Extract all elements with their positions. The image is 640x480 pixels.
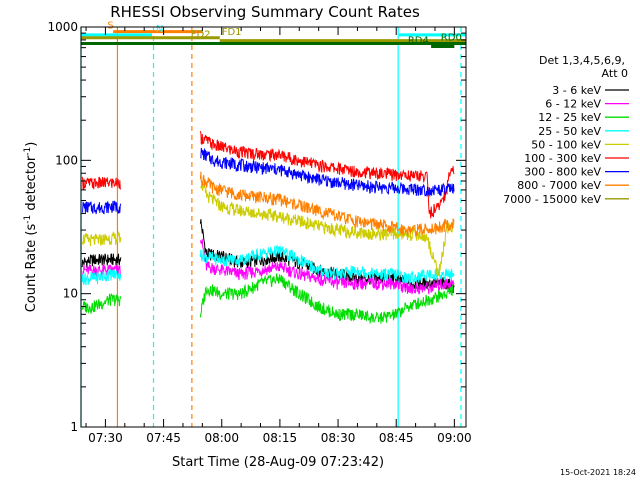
footer-timestamp: 15-Oct-2021 18:24 (560, 468, 636, 477)
x-axis-label: Start Time (28-Aug-09 07:23:42) (172, 455, 384, 470)
series-lines (81, 130, 455, 324)
legend-entry-label: 100 - 300 keV (524, 152, 601, 165)
y-axis-label-rest: detector (24, 155, 39, 215)
legend-header-line-2: Att 0 (602, 67, 628, 80)
x-axis: 07:30 07:45 08:00 08:15 08:30 08:45 09:00 (85, 27, 472, 445)
series-line-3 (199, 244, 455, 285)
series-line-0 (81, 253, 122, 269)
series-line-3 (81, 268, 122, 286)
y-axis-label: Count Rate (s-1 detector-1) (23, 142, 39, 313)
x-tick-label: 07:30 (88, 431, 123, 445)
y-axis: 1 10 100 1000 (47, 20, 466, 434)
y-axis-label-sup2: -1 (23, 147, 33, 156)
y-axis-label-main: Count Rate (s (24, 224, 39, 313)
y-tick-label: 10 (63, 287, 78, 301)
legend-entry-label: 800 - 7000 keV (517, 179, 601, 192)
flag-label-s: S (107, 21, 113, 32)
flag-label-n: N (156, 24, 163, 35)
flag-bars: S N FD1 FD2 RD0 RD4 (81, 21, 466, 48)
y-axis-label-end: ) (24, 142, 39, 147)
series-line-1 (81, 264, 122, 277)
y-axis-label-sup: -1 (23, 215, 33, 224)
flag-label-rd0: RD0 (441, 33, 462, 44)
legend-header-line-1: Det 1,3,4,5,6,9, (539, 54, 625, 67)
x-tick-label: 09:00 (437, 431, 472, 445)
series-line-6 (81, 200, 122, 215)
y-tick-label: 1 (70, 420, 78, 434)
x-tick-label: 07:45 (146, 431, 181, 445)
flag-label-rd4: RD4 (408, 35, 429, 46)
series-line-2 (199, 273, 455, 324)
legend-entry-label: 300 - 800 keV (524, 166, 601, 179)
series-line-5 (199, 130, 455, 219)
series-line-6 (200, 147, 455, 197)
x-tick-label: 08:00 (204, 431, 239, 445)
legend-entry-label: 3 - 6 keV (552, 84, 601, 97)
legend-entry-label: 7000 - 15000 keV (503, 193, 601, 206)
series-line-4 (200, 180, 455, 277)
series-line-1 (199, 239, 455, 295)
y-tick-label: 1000 (47, 20, 78, 34)
legend-entry-label: 12 - 25 keV (538, 111, 601, 124)
series-line-4 (81, 230, 122, 247)
series-line-5 (81, 176, 121, 190)
legend-entry-label: 50 - 100 keV (531, 138, 601, 151)
x-tick-label: 08:30 (321, 431, 356, 445)
legend-entry-label: 25 - 50 keV (538, 125, 601, 138)
flag-label-fd2: FD2 (191, 30, 211, 41)
flag-label-fd1: FD1 (222, 27, 242, 38)
series-line-7 (199, 171, 455, 237)
plot-frame (80, 26, 467, 428)
legend-entry-label: 6 - 12 keV (545, 98, 601, 111)
series-line-2 (81, 293, 122, 315)
x-tick-label: 08:15 (263, 431, 298, 445)
y-tick-label: 100 (55, 153, 78, 167)
chart-title: RHESSI Observing Summary Count Rates (110, 3, 420, 21)
x-tick-label: 08:45 (379, 431, 414, 445)
